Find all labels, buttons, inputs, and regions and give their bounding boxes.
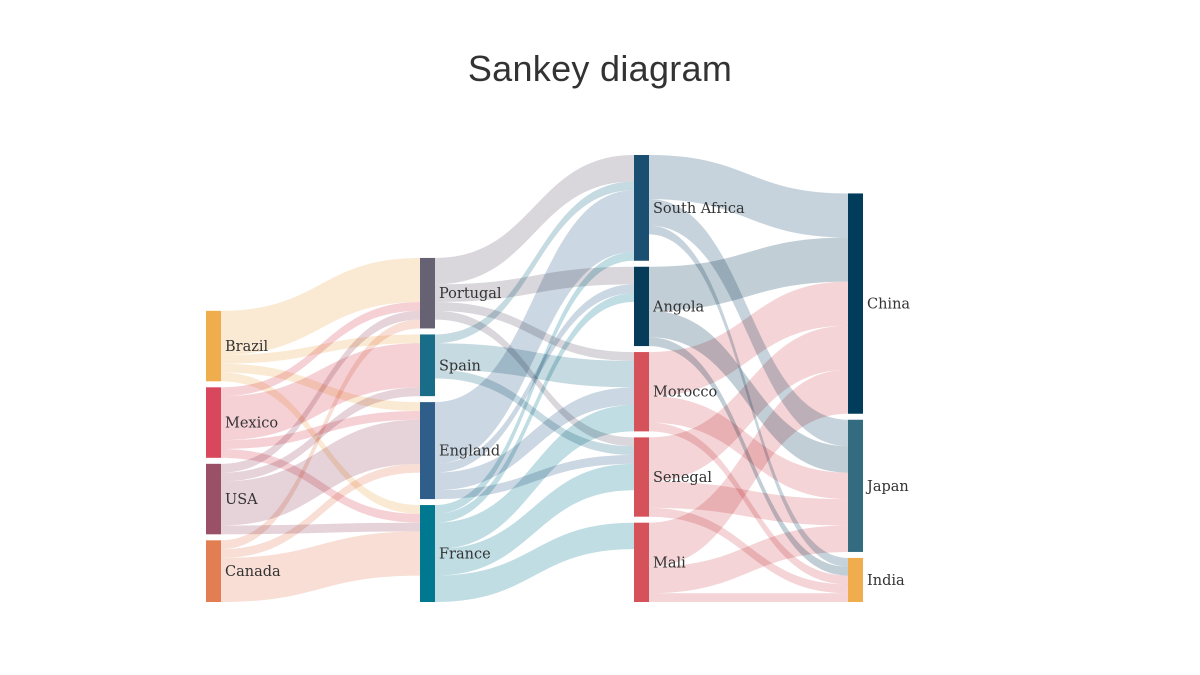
node-bar[interactable] [420, 505, 435, 602]
node-morocco[interactable]: Morocco [634, 352, 717, 432]
node-bar[interactable] [634, 266, 649, 347]
node-label: Japan [865, 479, 909, 495]
node-brazil[interactable]: Brazil [206, 310, 269, 382]
chart-title: Sankey diagram [467, 48, 733, 89]
link-mali-to-india[interactable] [649, 593, 848, 602]
link-france-to-mali[interactable] [435, 522, 634, 602]
node-france[interactable]: France [420, 505, 491, 602]
node-label: Senegal [653, 470, 712, 486]
node-label: Mali [653, 555, 686, 571]
links-layer [221, 155, 848, 602]
link-usa-to-spain[interactable] [221, 387, 420, 482]
link-england-to-south-africa[interactable] [435, 190, 634, 464]
link-usa-to-portugal[interactable] [221, 310, 420, 473]
node-bar[interactable] [634, 522, 649, 602]
link-england-to-senegal[interactable] [435, 455, 634, 500]
node-label: England [439, 444, 500, 460]
node-china[interactable]: China [848, 193, 910, 414]
link-usa-to-france[interactable] [221, 522, 420, 535]
link-portugal-to-south-africa[interactable] [435, 155, 634, 285]
node-mali[interactable]: Mali [634, 522, 686, 602]
node-label: Portugal [439, 286, 502, 302]
node-mexico[interactable]: Mexico [206, 387, 278, 458]
link-spain-to-morocco[interactable] [435, 343, 634, 388]
link-canada-to-france[interactable] [221, 531, 420, 603]
node-label: Mexico [225, 416, 278, 432]
node-bar[interactable] [420, 257, 435, 329]
link-brazil-to-portugal[interactable] [221, 257, 420, 355]
link-spain-to-senegal[interactable] [435, 369, 634, 455]
link-south-africa-to-china[interactable] [649, 155, 848, 238]
link-england-to-angola[interactable] [435, 284, 634, 473]
node-bar[interactable] [634, 155, 649, 261]
node-spain[interactable]: Spain [420, 334, 481, 397]
node-bar[interactable] [848, 557, 863, 602]
node-label: France [439, 547, 491, 563]
node-india[interactable]: India [848, 557, 905, 602]
node-bar[interactable] [634, 437, 649, 517]
link-spain-to-south-africa[interactable] [435, 181, 634, 344]
node-label: Morocco [653, 385, 717, 401]
link-mali-to-japan[interactable] [649, 525, 848, 594]
node-bar[interactable] [420, 334, 435, 397]
node-label: Brazil [225, 339, 269, 355]
node-bar[interactable] [848, 193, 863, 414]
node-portugal[interactable]: Portugal [420, 257, 502, 329]
node-england[interactable]: England [420, 402, 500, 500]
node-bar[interactable] [206, 310, 221, 382]
node-bar[interactable] [206, 387, 221, 458]
node-bar[interactable] [420, 402, 435, 500]
link-france-to-senegal[interactable] [435, 463, 634, 576]
node-label: China [867, 297, 910, 313]
link-usa-to-england[interactable] [221, 419, 420, 526]
node-label: Angola [652, 299, 704, 315]
node-senegal[interactable]: Senegal [634, 437, 712, 517]
node-label: USA [225, 492, 258, 508]
link-angola-to-china[interactable] [649, 237, 848, 311]
node-label: Canada [225, 564, 281, 580]
link-morocco-to-japan[interactable] [649, 396, 848, 500]
node-label: South Africa [653, 201, 745, 217]
node-canada[interactable]: Canada [206, 540, 281, 602]
nodes-layer: Brazil Mexico USA Canada Portugal Spain Englan… [206, 155, 910, 602]
link-mali-to-china[interactable] [649, 369, 848, 567]
link-brazil-to-france[interactable] [221, 372, 420, 514]
link-morocco-to-china[interactable] [649, 281, 848, 397]
link-morocco-to-india[interactable] [649, 422, 848, 585]
node-bar[interactable] [848, 419, 863, 552]
link-portugal-to-angola[interactable] [435, 266, 634, 302]
link-mexico-to-portugal[interactable] [221, 302, 420, 397]
node-bar[interactable] [206, 463, 221, 535]
node-usa[interactable]: USA [206, 463, 258, 535]
node-bar[interactable] [634, 352, 649, 432]
link-england-to-morocco[interactable] [435, 387, 634, 491]
node-south-africa[interactable]: South Africa [634, 155, 745, 261]
link-canada-to-england[interactable] [221, 463, 420, 558]
node-japan[interactable]: Japan [848, 419, 909, 552]
node-bar[interactable] [206, 540, 221, 602]
node-label: India [867, 573, 905, 589]
node-angola[interactable]: Angola [634, 266, 704, 347]
node-label: Spain [439, 358, 481, 374]
